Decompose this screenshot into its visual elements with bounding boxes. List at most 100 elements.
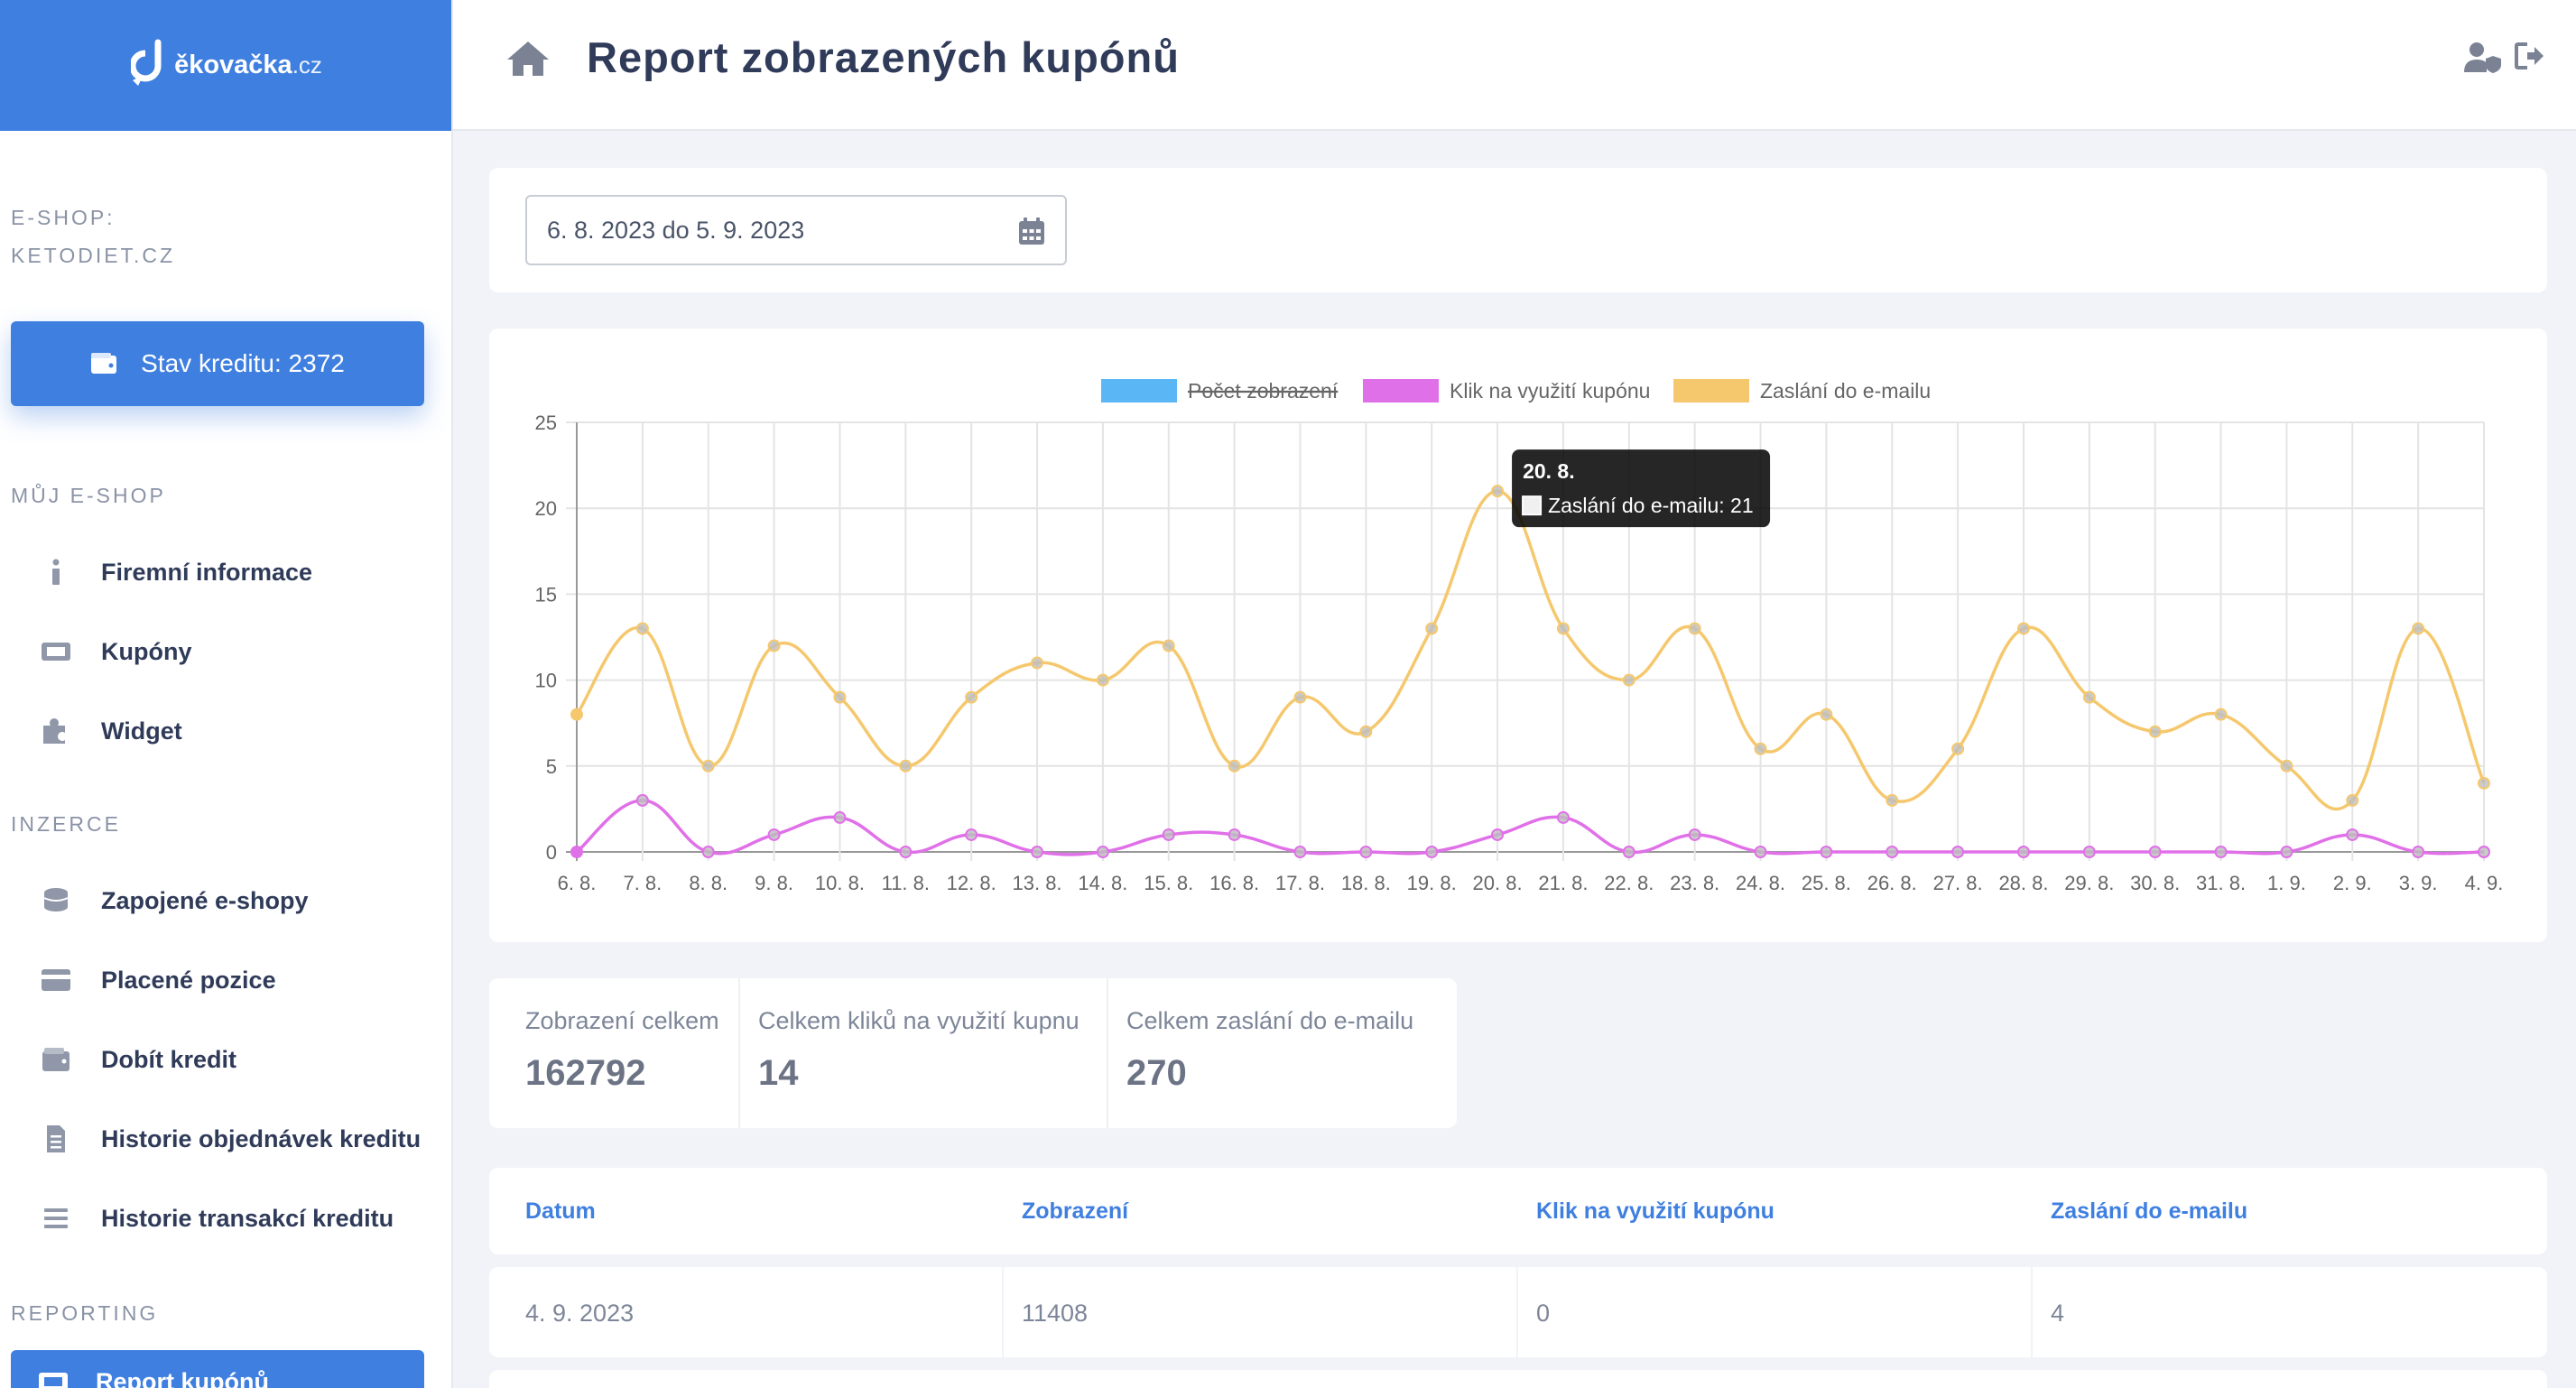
x-tick-label: 6. 8. (558, 872, 597, 894)
credit-balance-button[interactable]: Stav kreditu: 2372 (11, 321, 424, 406)
data-point (1886, 846, 1899, 858)
sidebar-item-label: Widget (101, 717, 182, 745)
column-divider (1516, 1267, 1518, 1357)
sidebar-item-credit-transaction-history[interactable]: Historie transakcí kreditu (38, 1191, 394, 1245)
data-point (767, 639, 781, 652)
sidebar-item-label: Firemní informace (101, 558, 313, 586)
coins-icon (38, 883, 74, 919)
cell-date: 4. 9. 2023 (525, 1300, 635, 1327)
data-point (1293, 846, 1307, 858)
logout-icon[interactable] (2515, 42, 2545, 75)
column-header-views[interactable]: Zobrazení (1022, 1198, 1129, 1224)
data-point (1096, 846, 1109, 858)
data-point (1228, 759, 1241, 773)
credit-balance-label: Stav kreditu: 2372 (141, 349, 345, 377)
data-point (1359, 725, 1373, 738)
data-point (570, 846, 583, 858)
series-line-1 (575, 799, 2485, 856)
sidebar-item-connected-shops[interactable]: Zapojené e-shopy (38, 874, 309, 928)
data-point (1031, 656, 1044, 670)
brand-logo[interactable]: ěkovačka .cz (0, 0, 451, 131)
data-point (1622, 673, 1635, 687)
x-tick-label: 22. 8. (1604, 872, 1654, 894)
shop-label-name: KETODIET.CZ (11, 244, 176, 267)
data-point (1556, 622, 1570, 635)
x-tick-label: 16. 8. (1209, 872, 1259, 894)
legend-swatch (1673, 379, 1749, 403)
data-point (2148, 846, 2162, 858)
x-tick-label: 25. 8. (1802, 872, 1851, 894)
x-tick-label: 3. 9. (2399, 872, 2438, 894)
x-tick-label: 23. 8. (1670, 872, 1719, 894)
sidebar-item-coupon-report[interactable]: Report kupónů (11, 1350, 424, 1388)
legend-label: Počet zobrazení (1188, 379, 1339, 403)
data-point (2280, 759, 2293, 773)
brand-name: ěkovačka (174, 51, 292, 79)
sidebar-item-label: Kupóny (101, 637, 192, 665)
x-tick-label: 27. 8. (1933, 872, 1983, 894)
data-point (1622, 846, 1635, 858)
sidebar-item-label: Zapojené e-shopy (101, 886, 309, 914)
x-tick-label: 19. 8. (1407, 872, 1457, 894)
y-tick-label: 25 (535, 412, 557, 434)
list-icon (38, 1200, 74, 1236)
data-point (635, 622, 649, 635)
column-header-date[interactable]: Datum (525, 1198, 596, 1224)
x-tick-label: 29. 8. (2064, 872, 2114, 894)
data-point (701, 846, 715, 858)
data-point (1820, 846, 1833, 858)
section-ads: INZERCE (11, 812, 121, 836)
x-tick-label: 31. 8. (2196, 872, 2246, 894)
info-icon (38, 554, 74, 590)
column-header-emails[interactable]: Zaslání do e-mailu (2051, 1198, 2248, 1224)
tooltip-title: 20. 8. (1523, 459, 1575, 483)
tooltip-box (1512, 449, 1771, 528)
data-point (2214, 846, 2228, 858)
x-tick-label: 15. 8. (1144, 872, 1193, 894)
data-point (1293, 690, 1307, 704)
x-tick-label: 17. 8. (1275, 872, 1325, 894)
sidebar-item-credit-order-history[interactable]: Historie objednávek kreditu (38, 1112, 421, 1166)
home-icon[interactable] (505, 40, 551, 82)
sidebar-item-coupons[interactable]: Kupóny (38, 625, 192, 679)
credit-card-icon (38, 962, 74, 998)
legend-label: Klik na využití kupónu (1450, 379, 1650, 403)
data-point (2082, 846, 2096, 858)
data-point (1886, 793, 1899, 807)
data-point (2148, 725, 2162, 738)
stat-label: Celkem kliků na využití kupnu (758, 1007, 1080, 1034)
column-header-clicks[interactable]: Klik na využití kupónu (1536, 1198, 1774, 1224)
logo-icon (129, 38, 172, 94)
data-point (2280, 846, 2293, 858)
sidebar-item-widget[interactable]: Widget (38, 704, 182, 758)
data-point (1491, 485, 1505, 498)
sidebar-item-company-info[interactable]: Firemní informace (38, 545, 312, 599)
user-shield-icon[interactable] (2464, 42, 2502, 79)
shop-label-title: E-SHOP: (11, 206, 116, 229)
data-point (833, 810, 847, 824)
x-tick-label: 20. 8. (1473, 872, 1523, 894)
x-tick-label: 18. 8. (1341, 872, 1391, 894)
x-tick-label: 13. 8. (1013, 872, 1062, 894)
puzzle-icon (38, 713, 74, 749)
x-tick-label: 4. 9. (2465, 872, 2504, 894)
data-point (1491, 828, 1505, 841)
stats-card: Zobrazení celkem 162792 Celkem kliků na … (489, 978, 1457, 1128)
data-point (965, 690, 978, 704)
chart-card: 0 5 10 15 20 25 6. 8. 7. 8. 8. 8. 9. 8. 10. 8. 11. … (489, 328, 2547, 942)
stat-value: 14 (758, 1053, 799, 1093)
data-point (701, 759, 715, 773)
x-tick-label: 26. 8. (1867, 872, 1917, 894)
calendar-icon[interactable] (1018, 217, 1045, 252)
data-point (1754, 742, 1767, 755)
data-point (635, 793, 649, 807)
y-tick-label: 0 (546, 841, 557, 864)
sidebar-item-paid-positions[interactable]: Placené pozice (38, 953, 276, 1007)
sidebar-item-label: Placené pozice (101, 966, 276, 994)
date-range-input[interactable]: 6. 8. 2023 do 5. 9. 2023 (525, 195, 1067, 265)
ticket-icon (38, 634, 74, 670)
cell-clicks: 0 (1536, 1300, 1551, 1327)
sidebar-item-top-up-credit[interactable]: Dobít kredit (38, 1032, 236, 1087)
x-tick-label: 9. 8. (755, 872, 793, 894)
line-chart: 0 5 10 15 20 25 6. 8. 7. 8. 8. 8. 9. 8. 10. 8. 11. … (535, 379, 2504, 894)
